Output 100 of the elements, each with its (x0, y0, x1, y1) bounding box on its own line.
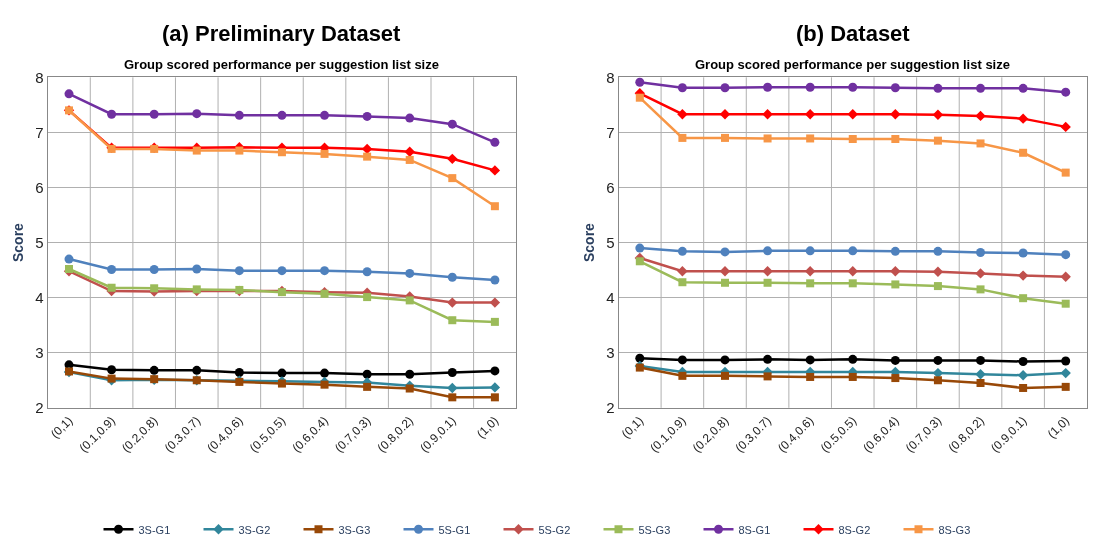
legend-label: 3S-G1 (138, 523, 171, 536)
point (149, 265, 159, 275)
point (677, 246, 687, 256)
point (320, 368, 330, 378)
point (489, 165, 501, 176)
point (1061, 299, 1070, 308)
point (635, 243, 645, 253)
y-tick-label: 3 (606, 343, 615, 361)
y-tick-label: 2 (606, 399, 615, 417)
point (1019, 383, 1028, 392)
point (192, 109, 202, 119)
point (192, 264, 202, 274)
point (635, 353, 645, 363)
point (64, 265, 73, 273)
point (763, 354, 773, 364)
point (678, 133, 687, 142)
point (976, 379, 985, 388)
point (763, 82, 773, 92)
point (320, 110, 330, 120)
point (890, 355, 900, 365)
point (1019, 148, 1028, 157)
point (976, 355, 986, 365)
point (932, 266, 944, 277)
point (149, 109, 159, 119)
point (848, 372, 857, 381)
chart-title: (b) Dataset (796, 21, 911, 46)
point (490, 366, 500, 376)
y-tick-label: 8 (606, 68, 615, 86)
point (1060, 367, 1071, 379)
point (107, 283, 116, 292)
point (447, 119, 457, 129)
point (933, 136, 942, 145)
point (806, 279, 815, 288)
point (891, 280, 900, 289)
point (490, 275, 500, 285)
point (848, 135, 857, 144)
legend-label: 8S-G2 (838, 523, 871, 536)
y-tick-label: 4 (606, 288, 615, 306)
y-tick-label: 8 (35, 68, 44, 86)
point (1061, 382, 1070, 391)
point (405, 268, 415, 278)
point (848, 354, 858, 364)
point (234, 368, 244, 378)
point (107, 365, 117, 375)
point (975, 110, 986, 122)
point (933, 83, 943, 93)
point (363, 382, 372, 391)
legend-label: 5S-G3 (638, 523, 671, 536)
point (234, 266, 244, 276)
point (933, 355, 943, 365)
legend-label: 8S-G3 (938, 523, 971, 536)
point (1019, 294, 1028, 303)
point (848, 82, 858, 92)
y-tick-label: 7 (606, 123, 615, 141)
point (277, 148, 286, 157)
point (763, 372, 772, 381)
point (489, 382, 501, 393)
point (362, 111, 372, 121)
point (719, 109, 731, 120)
y-tick-label: 4 (35, 288, 44, 306)
point (762, 109, 773, 120)
point (933, 282, 942, 291)
point (404, 146, 415, 157)
legend-label: 8S-G1 (738, 523, 771, 536)
point (447, 153, 458, 165)
point (490, 137, 500, 147)
point (192, 146, 201, 155)
point (277, 266, 287, 276)
legend-label: 3S-G3 (338, 523, 371, 536)
chart-subtitle: Group scored performance per suggestion list size (695, 57, 1010, 72)
y-tick-label: 6 (606, 178, 615, 196)
point (405, 369, 415, 379)
point (890, 109, 901, 120)
point (235, 146, 244, 155)
point (891, 374, 900, 383)
point (805, 246, 815, 256)
point (1061, 87, 1071, 97)
point (847, 109, 858, 120)
point (405, 113, 415, 123)
point (107, 109, 117, 119)
point (1017, 370, 1029, 381)
point (678, 371, 687, 380)
y-axis-title: Score (580, 222, 597, 263)
point (448, 393, 457, 402)
point (805, 82, 815, 92)
point (1061, 250, 1071, 260)
chart-title: (a) Preliminary Dataset (162, 21, 402, 46)
point (447, 297, 458, 308)
point (720, 355, 730, 365)
point (192, 365, 202, 375)
chart-subtitle: Group scored performance per suggestion list size (124, 57, 439, 72)
point (975, 369, 986, 380)
point (720, 278, 729, 287)
point (362, 267, 372, 277)
point (635, 257, 644, 266)
point (490, 317, 499, 326)
point (976, 139, 985, 148)
point (975, 268, 986, 279)
point (891, 135, 900, 144)
point (720, 371, 729, 380)
